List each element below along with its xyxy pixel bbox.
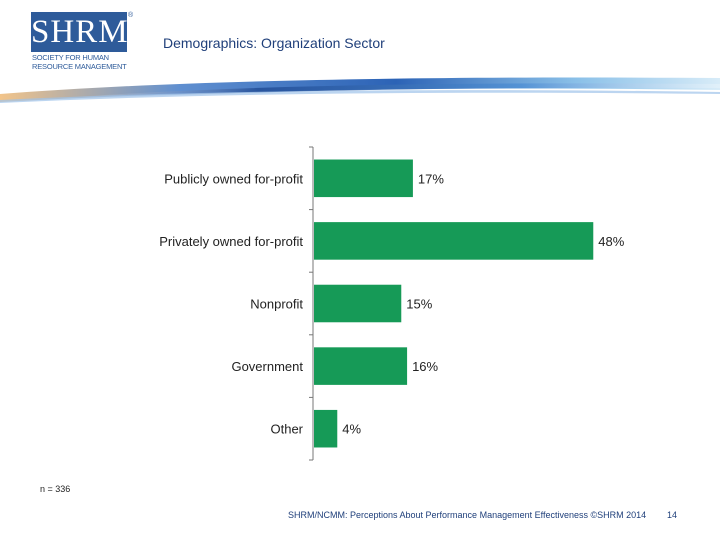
- bar-5: [314, 409, 338, 448]
- logo-subtitle-line1: SOCIETY FOR HUMAN: [32, 53, 109, 62]
- value-label: 15%: [406, 297, 432, 312]
- category-label: Publicly owned for-profit: [164, 171, 303, 186]
- logo-mark: SHRM: [31, 12, 129, 52]
- logo-subtitle-line2: RESOURCE MANAGEMENT: [32, 61, 127, 71]
- slide-title: Demographics: Organization Sector: [163, 35, 385, 51]
- logo-subtitle: SOCIETY FOR HUMAN RESOURCE MANAGEMENT: [32, 53, 142, 71]
- bar-3: [314, 284, 402, 323]
- category-label: Nonprofit: [250, 297, 303, 312]
- bar-2: [314, 222, 594, 260]
- logo-registered-mark: ®: [128, 12, 134, 19]
- decorative-banner: [0, 77, 720, 103]
- page-number: 14: [667, 510, 678, 520]
- category-label: Government: [231, 359, 303, 374]
- value-label: 48%: [598, 234, 624, 249]
- bar-4: [314, 347, 408, 385]
- value-label: 4%: [342, 422, 361, 437]
- category-label: Privately owned for-profit: [159, 234, 303, 249]
- value-label: 16%: [412, 359, 438, 374]
- category-label: Other: [270, 422, 303, 437]
- value-label: 17%: [418, 171, 444, 186]
- sample-size-note: n = 336: [40, 484, 71, 494]
- bar-1: [314, 159, 413, 198]
- footer-citation: SHRM/NCMM: Perceptions About Performance…: [288, 510, 647, 520]
- shrm-logo: SHRM ® SOCIETY FOR HUMAN RESOURCE MANAGE…: [31, 12, 135, 76]
